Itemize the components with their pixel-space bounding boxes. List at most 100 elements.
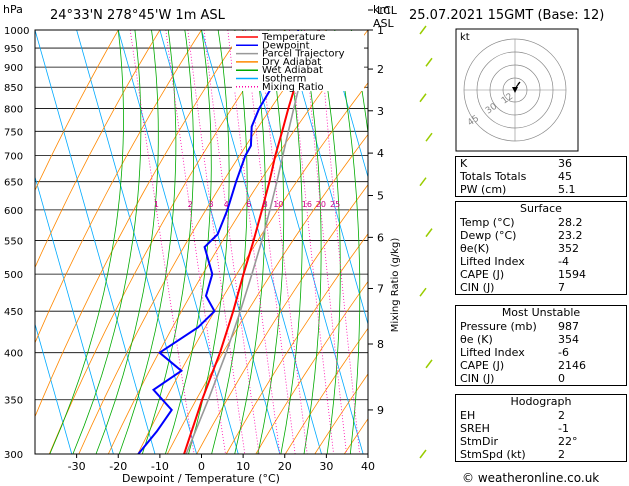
dry-adiabat-line [35,30,244,418]
hpa-label: hPa [3,3,23,16]
index-row: PW (cm) 5.1 [456,183,626,196]
km-tick-label: 3 [377,105,384,118]
mu-label: θe (K) [460,333,493,346]
km-tick-label: 9 [377,404,384,417]
wind-barb [419,287,427,297]
surface-value: 352 [558,242,579,255]
x-tick-label: 40 [361,460,375,473]
surface-label: Temp (°C) [460,216,515,229]
legend-box [232,31,364,91]
index-value: 5.1 [558,183,576,196]
copyright[interactable]: © weatheronline.co.uk [462,471,600,485]
x-tick-label: -20 [109,460,127,473]
dry-adiabat-line [35,30,161,269]
mu-value: 2146 [558,359,586,372]
mixing-ratio-tick-label: 1 [154,200,159,209]
pressure-tick-label: 400 [4,349,23,360]
most-unstable-panel: Most Unstable Pressure (mb) 987 θe (K) 354… [455,305,627,386]
x-tick-label: 0 [198,460,205,473]
km-tick-label: 5 [377,190,384,203]
isotherm-line [117,30,239,454]
dry-adiabat-line [107,30,368,454]
pressure-tick-label: 1000 [4,26,29,37]
hodo-value: -1 [558,422,569,435]
surface-value: 28.2 [558,216,583,229]
surface-value: 7 [558,281,565,294]
isotherm-line [159,30,281,454]
dry-adiabat-line [35,30,119,192]
mixing-ratio-tick-label: 16 [302,200,312,209]
wind-barb [419,25,427,35]
wind-barb [425,359,433,369]
mixing-ratio-tick-label: 6 [246,200,251,209]
location-title: 24°33'N 278°45'W 1m ASL [50,8,226,23]
indices-panel: K 36 Totals Totals 45 PW (cm) 5.1 [455,156,627,197]
wet-adiabat-line [301,30,322,454]
axes-layer: 3003504004505005506006507007508008509009… [4,4,398,473]
hodo-label: StmDir [460,435,499,448]
wet-adiabat-line [118,30,177,454]
index-label: Totals Totals [460,170,527,183]
mixing-ratio-tick-label: 10 [273,200,283,209]
isotherm-line [76,30,198,454]
asl-label: ASL [373,17,395,30]
x-axis-label: Dewpoint / Temperature (°C) [122,472,280,485]
isotherm-line [35,322,73,454]
wet-adiabat-line [165,30,212,454]
index-value: 45 [558,170,572,183]
x-tick-label: 20 [278,460,292,473]
wet-adiabat-line [334,30,361,454]
surface-row: Dewp (°C) 23.2 [456,229,626,242]
hodo-row: StmDir 22° [456,435,626,448]
mu-value: -6 [558,346,569,359]
wet-adiabat-line [141,30,194,454]
surface-title: Surface [520,202,562,215]
legend-label: Temperature [261,32,325,43]
surface-row: θe(K) 352 [456,242,626,255]
km-tick-label: 6 [377,231,384,244]
surface-label: θe(K) [460,242,490,255]
pressure-tick-label: 700 [4,152,23,163]
wet-adiabat-line [49,30,124,454]
legend-label: Dewpoint [262,40,310,51]
surface-row: CIN (J) 7 [456,281,626,294]
hodo-label: SREH [460,422,490,435]
dry-adiabat-line [225,233,368,454]
dry-adiabat-line [35,30,202,344]
isotherm-line [35,30,156,454]
wind-barb [425,228,433,238]
hodograph-stats-panel: Hodograph EH 2 SREH -1 StmDir 22° StmSpd (k… [455,394,627,462]
dry-adiabat-line [284,327,368,454]
most-unstable-title: Most Unstable [501,306,581,319]
hodo-value: 22° [558,435,578,448]
mu-label: CAPE (J) [460,359,505,372]
temperature-line [183,30,320,454]
legend-label: Isotherm [262,74,306,85]
mixing-ratio-tick-label: 8 [263,200,268,209]
mu-value: 0 [558,372,565,385]
pressure-tick-label: 950 [4,44,23,55]
km-tick-label: LCL [377,4,398,17]
datetime-title: 25.07.2021 15GMT (Base: 12) [409,8,604,23]
surface-value: -4 [558,255,569,268]
hodo-label: StmSpd (kt) [460,448,526,461]
dry-adiabat-line [137,82,368,454]
index-value: 36 [558,157,572,170]
hodograph: kt 12 30 45 [455,28,579,152]
mu-row: Lifted Index -6 [456,346,626,359]
index-row: K 36 [456,157,626,170]
mu-label: CIN (J) [460,372,495,385]
legend-label: Mixing Ratio [262,82,324,93]
storm-motion-icon [512,87,518,93]
isotherm-line [35,175,114,454]
x-tick-label: 10 [236,460,250,473]
pressure-tick-label: 450 [4,307,23,318]
mixing-ratio-tick-label: 20 [316,200,326,209]
km-tick-label: 2 [377,63,384,76]
hodo-row: EH 2 [456,409,626,422]
wet-adiabat-line [95,30,159,454]
dry-adiabat-line [48,30,286,454]
mu-row: Pressure (mb) 987 [456,320,626,333]
hodo-row: StmSpd (kt) 2 [456,448,626,461]
